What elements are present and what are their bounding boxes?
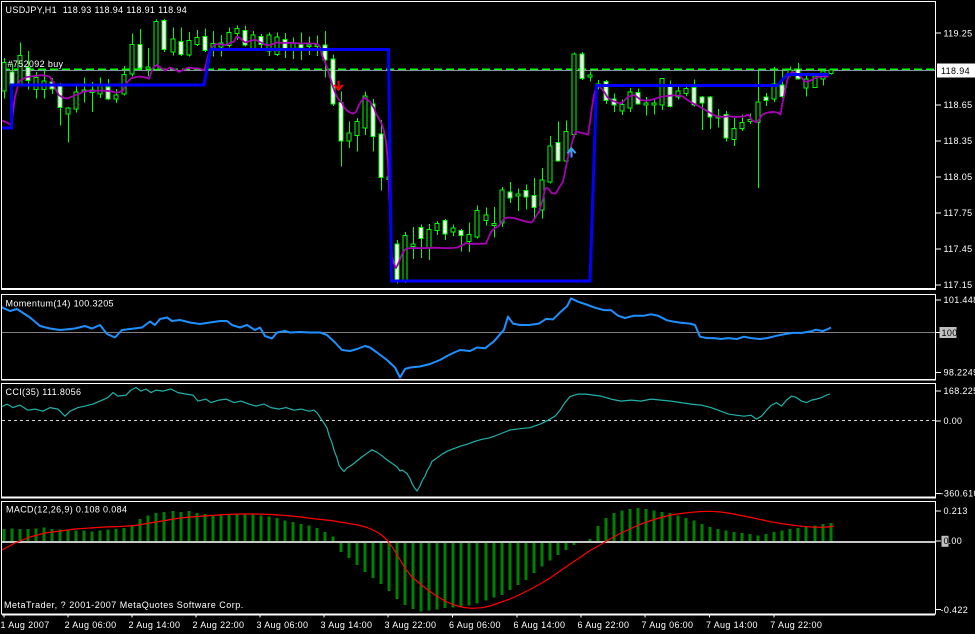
svg-text:168.2257: 168.2257 [944,386,975,396]
svg-text:6 Aug 06:00: 6 Aug 06:00 [449,620,501,630]
svg-text:3 Aug 06:00: 3 Aug 06:00 [257,620,309,630]
svg-text:101.4487: 101.4487 [944,295,975,305]
svg-text:Momentum(14) 100.3205: Momentum(14) 100.3205 [6,299,114,309]
svg-text:2 Aug 22:00: 2 Aug 22:00 [193,620,245,630]
svg-text:118.65: 118.65 [944,100,973,110]
svg-text:-360.610: -360.610 [941,489,975,499]
svg-text:117.15: 117.15 [944,280,973,290]
svg-text:119.25: 119.25 [944,28,973,38]
svg-text:-0.422: -0.422 [941,605,969,615]
svg-text:0: 0 [944,536,949,546]
svg-text:6 Aug 14:00: 6 Aug 14:00 [514,620,566,630]
svg-text:0.213: 0.213 [944,506,968,516]
svg-text:USDJPY,H1 118.93 118.94 118.9: USDJPY,H1 118.93 118.94 118.91 118.94 [6,5,188,15]
svg-text:7 Aug 22:00: 7 Aug 22:00 [770,620,822,630]
svg-text:7 Aug 14:00: 7 Aug 14:00 [706,620,758,630]
svg-text:98.2249: 98.2249 [944,368,975,378]
svg-text:1 Aug 2007: 1 Aug 2007 [1,620,50,630]
svg-text:#752092 buy: #752092 buy [8,59,64,69]
svg-text:0.00: 0.00 [944,416,963,426]
svg-text:.00: .00 [949,536,963,546]
svg-text:118.35: 118.35 [944,136,973,146]
svg-text:7 Aug 06:00: 7 Aug 06:00 [642,620,694,630]
svg-text:117.45: 117.45 [944,244,973,254]
svg-text:MACD(12,26,9) 0.108 0.084: MACD(12,26,9) 0.108 0.084 [6,505,127,515]
svg-text:100: 100 [942,328,958,338]
svg-text:2 Aug 06:00: 2 Aug 06:00 [65,620,117,630]
svg-text:3 Aug 14:00: 3 Aug 14:00 [321,620,373,630]
svg-text:2 Aug 14:00: 2 Aug 14:00 [129,620,181,630]
svg-text:CCI(35) 111.8056: CCI(35) 111.8056 [6,387,82,397]
svg-text:3 Aug 22:00: 3 Aug 22:00 [385,620,437,630]
svg-text:118.94: 118.94 [941,66,970,76]
svg-text:MetaTrader, ? 2001-2007 MetaQu: MetaTrader, ? 2001-2007 MetaQuotes Softw… [4,600,244,610]
svg-text:6 Aug 22:00: 6 Aug 22:00 [578,620,630,630]
svg-text:118.05: 118.05 [944,172,973,182]
svg-text:117.75: 117.75 [944,208,973,218]
